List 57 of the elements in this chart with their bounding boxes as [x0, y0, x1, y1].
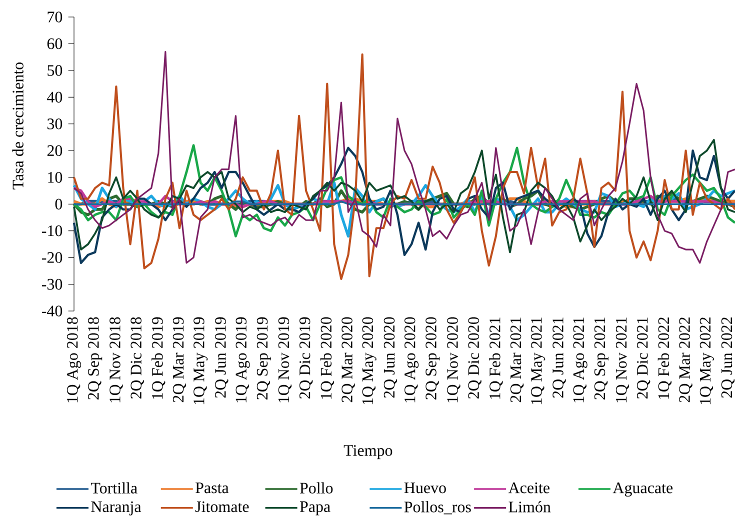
legend-label: Huevo — [404, 482, 446, 494]
x-tick-label: 1Q Nov 2021 — [616, 318, 630, 402]
x-tick-label: 2Q Jun 2019 — [215, 317, 228, 398]
x-tick-label: 1Q Ago 2020 — [404, 317, 419, 402]
legend-label: Tortilla — [90, 482, 138, 494]
x-tick-label: 2Q Mar 2021 — [510, 318, 524, 402]
x-tick-label: 2Q Mar 2020 — [342, 317, 355, 402]
legend-label: Pollo — [300, 482, 333, 494]
x-tick-label: 2Q Mar 2019 — [172, 317, 186, 402]
x-tick-label: 2Q Mar 2022 — [679, 318, 692, 402]
legend-label: Pasta — [196, 482, 229, 494]
x-tick-label: 1Q May 2020 — [362, 317, 376, 404]
y-tick-label: -40 — [42, 306, 62, 316]
x-tick-label: 2Q Dic 2019 — [299, 317, 313, 399]
x-tick-label: 1Q Feb 2019 — [152, 317, 166, 399]
x-tick-label: 1Q Feb 2020 — [320, 317, 334, 399]
x-tick-label: 1Q Nov 2019 — [278, 317, 292, 402]
x-tick-label: 2Q Dic 2021 — [636, 318, 650, 399]
y-axis-title: Tasa de crecimiento — [12, 62, 24, 190]
x-tick-label: 2Q Jun 2020 — [384, 317, 398, 398]
x-tick-label: 1Q Ago 2021 — [573, 318, 588, 402]
x-tick-label: 2Q Sep 2018 — [88, 317, 102, 400]
x-tick-label: 2Q Sep 2020 — [426, 317, 440, 400]
legend-label: Aguacate — [612, 482, 673, 497]
x-tick-label: 2Q Dic 2018 — [130, 317, 144, 399]
x-tick-label: 1Q May 2019 — [194, 317, 208, 404]
x-tick-label: 1Q Feb 2022 — [658, 318, 672, 399]
x-tick-label: 1Q Nov 2018 — [110, 317, 123, 402]
legend-label: Papa — [300, 501, 330, 516]
y-tick-label: -30 — [42, 278, 62, 290]
y-tick-label: 40 — [47, 92, 62, 103]
x-tick-label: 1Q Nov 2020 — [447, 317, 460, 402]
y-tick-label: 60 — [47, 38, 62, 50]
y-tick-label: 0 — [55, 198, 62, 210]
x-tick-label: 2Q Sep 2021 — [594, 318, 608, 400]
x-tick-label: 1Q May 2021 — [531, 318, 546, 404]
y-tick-label: 20 — [47, 145, 62, 156]
x-axis-title: Tiempo — [344, 445, 392, 460]
x-tick-label: 2Q Sep 2019 — [256, 317, 271, 400]
x-tick-label: 2Q Jun 2022 — [721, 318, 735, 398]
x-tick-label: 2Q Jun 2021 — [552, 318, 566, 398]
legend-label: Pollos_ros — [404, 501, 471, 514]
x-tick-label: 2Q Dic 2020 — [468, 317, 482, 399]
y-tick-label: 70 — [48, 12, 62, 22]
x-tick-label: 1Q Ago 2018 — [66, 317, 82, 402]
legend-label: Jitomate — [195, 501, 249, 512]
legend-label: Limón — [508, 501, 551, 512]
x-tick-label: 1Q May 2022 — [700, 318, 714, 404]
y-tick-label: 50 — [48, 65, 62, 76]
y-tick-label: 30 — [47, 118, 62, 130]
y-tick-label: -10 — [42, 225, 62, 236]
y-tick-label: 10 — [48, 172, 62, 183]
y-tick-label: -20 — [42, 252, 62, 263]
legend-label: Aceite — [508, 482, 550, 494]
x-tick-label: 1Q Ago 2019 — [236, 317, 250, 402]
x-tick-label: 1Q Feb 2021 — [489, 318, 503, 399]
legend-label: Naranja — [91, 501, 142, 516]
